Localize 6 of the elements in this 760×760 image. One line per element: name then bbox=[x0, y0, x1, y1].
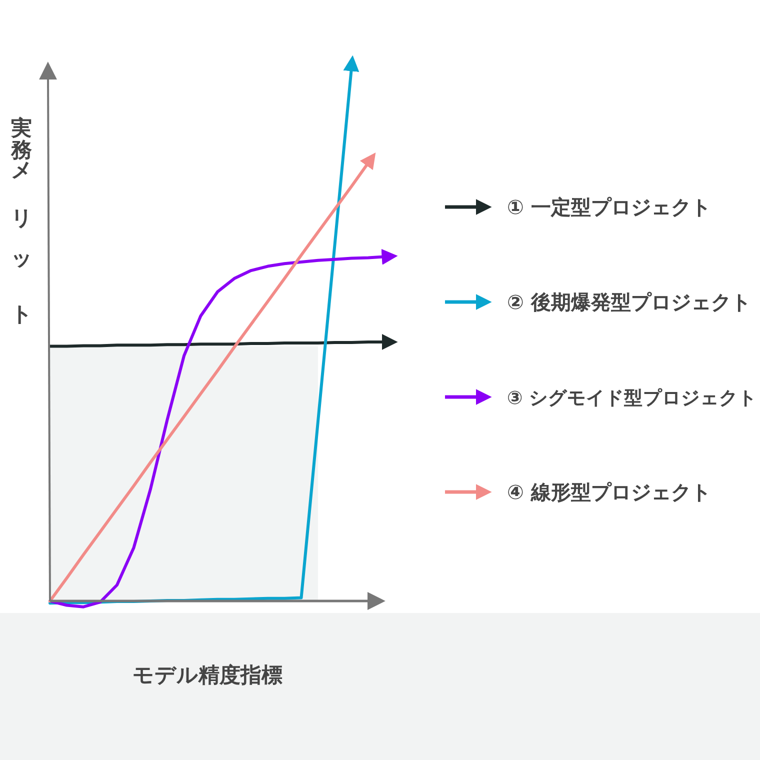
legend-label: ② 後期爆発型プロジェクト bbox=[507, 290, 751, 314]
y-axis-title: 実務メリット bbox=[10, 98, 34, 338]
legend-label: ④ 線形型プロジェクト bbox=[507, 480, 711, 504]
x-axis-title: モデル精度指標 bbox=[132, 663, 282, 687]
legend-label: ③ シグモイド型プロジェクト bbox=[507, 387, 758, 409]
legend-label: ① 一定型プロジェクト bbox=[507, 195, 711, 219]
